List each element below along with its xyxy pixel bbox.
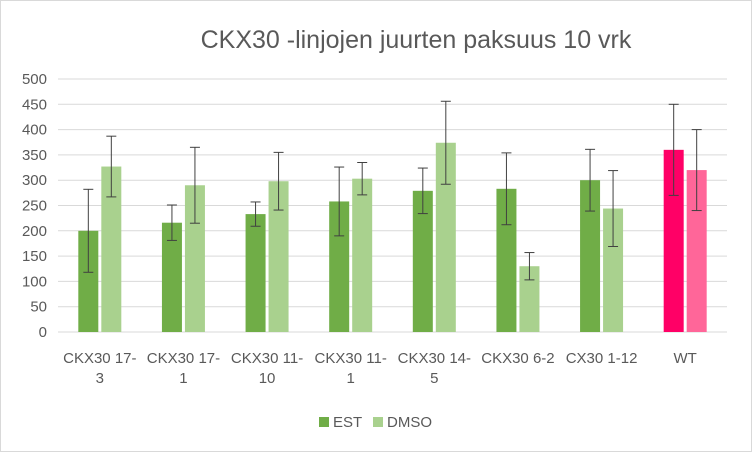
bar-dmso-3 [352,178,373,332]
y-tick-label: 150 [22,248,47,265]
bar-est-0 [78,230,99,332]
y-tick-label: 450 [22,96,47,113]
chart-title: CKX30 -linjojen juurten paksuus 10 vrk [201,26,632,54]
category-label: CX30 1-12 [566,350,638,367]
y-tick-label: 200 [22,223,47,240]
y-tick-label: 100 [22,273,47,290]
gridlines [58,78,727,333]
legend-label-est: EST [333,414,362,431]
category-label: CKX30 17- [147,350,220,367]
y-axis-tick-labels: 0 50 100 150 200 250 300 350 400 450 500 [22,71,47,341]
legend-swatch-est [319,417,329,427]
bar-dmso-4 [435,142,456,332]
bar-est-2 [245,214,266,332]
bar-est-1 [161,222,182,332]
legend: EST DMSO [319,414,432,431]
y-tick-label: 500 [22,71,47,88]
category-labels: CKX30 17- 3 CKX30 17- 1 CKX30 11- 10 CKX30 11-… [63,350,697,387]
bar-dmso-0 [101,166,122,332]
error-bars [83,100,702,281]
category-label: 1 [347,370,355,387]
bar-dmso-2 [268,181,289,332]
category-label: CKX30 6-2 [481,350,554,367]
y-tick-label: 250 [22,198,47,215]
category-label: WT [674,350,697,367]
y-tick-label: 400 [22,122,47,139]
y-tick-label: 0 [39,324,47,341]
bar-dmso-5 [519,266,540,332]
y-tick-label: 300 [22,172,47,189]
y-tick-label: 50 [30,299,47,316]
bar-est-4 [412,190,433,332]
y-tick-label: 350 [22,147,47,164]
bar-est-6 [580,180,601,332]
category-label: 10 [259,370,276,387]
legend-label-dmso: DMSO [387,414,432,431]
category-label: CKX30 14- [398,350,471,367]
category-label: 3 [96,370,104,387]
category-label: CKX30 17- [63,350,136,367]
category-label: CKX30 11- [231,350,303,367]
category-label: 1 [179,370,187,387]
bar-dmso-1 [184,185,205,332]
category-label: CKX30 11- [315,350,387,367]
bars [78,142,707,332]
bar-est-3 [329,201,350,332]
legend-swatch-dmso [373,417,383,427]
category-label: 5 [430,370,438,387]
bar-dmso-6 [603,208,624,332]
